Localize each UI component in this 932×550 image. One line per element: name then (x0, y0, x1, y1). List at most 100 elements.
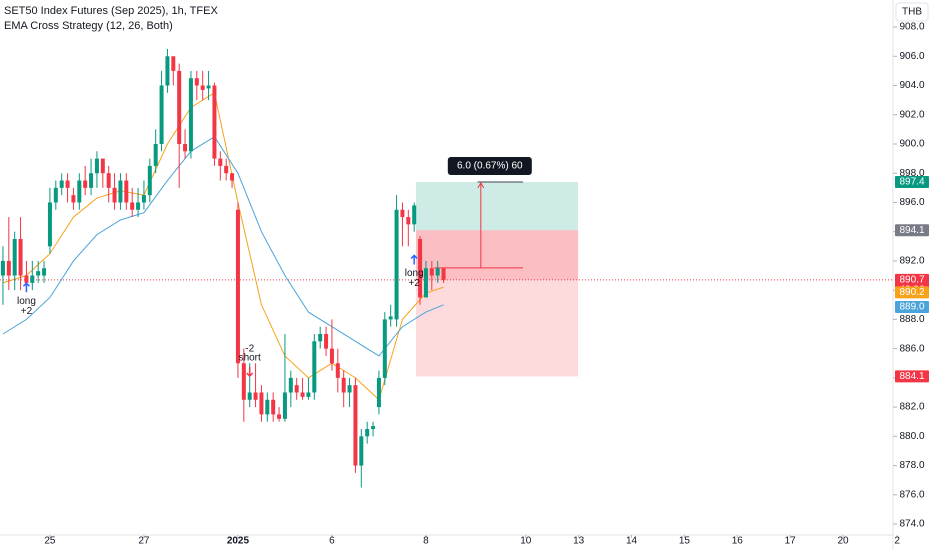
candle-body (423, 268, 428, 298)
candle-body (24, 275, 29, 283)
candle-body (265, 399, 270, 415)
signal-label: long (405, 268, 424, 279)
candle-body (300, 392, 305, 397)
entry-badge (895, 224, 929, 237)
y-tick-label: 878.0 (899, 460, 924, 471)
x-tick-label: 15 (679, 536, 691, 547)
candle-body (271, 399, 276, 415)
x-tick-label: 25 (44, 536, 56, 547)
candle-body (200, 85, 205, 90)
candle-body (400, 209, 405, 218)
candle-body (418, 238, 423, 298)
candle-body (259, 392, 264, 415)
candle-body (441, 268, 446, 280)
candle-body (18, 238, 23, 276)
candle-body (183, 143, 188, 152)
ema-slow-badge (895, 300, 929, 313)
measure-tooltip (447, 156, 532, 175)
x-tick-label: 20 (838, 536, 850, 547)
candle-body (130, 202, 135, 210)
candle-body (341, 377, 346, 393)
candle-body (324, 334, 329, 349)
x-tick-label: 8 (423, 536, 429, 547)
candle-body (224, 165, 229, 174)
currency[interactable]: THB (902, 7, 922, 18)
y-tick-label: 874.0 (899, 519, 924, 530)
candle-body (388, 316, 393, 320)
signal-label: long (17, 296, 36, 307)
candle-body (435, 268, 440, 276)
candle-body (282, 392, 287, 419)
candle-body (0, 260, 5, 276)
ema-fast-badge-label: 890.2 (899, 287, 924, 298)
y-tick-label: 896.0 (899, 197, 924, 208)
ema-fast-badge (895, 286, 929, 299)
x-tick-label: 2025 (227, 536, 250, 547)
measure-label: 6.0 (0.67%) 60 (457, 161, 523, 172)
x-tick-label: 6 (329, 536, 335, 547)
candle-body (188, 78, 193, 152)
signal-arrow (246, 367, 254, 378)
candle-body (382, 319, 387, 378)
y-tick-label: 904.0 (899, 80, 924, 91)
currency-box[interactable] (895, 2, 929, 22)
y-tick-label: 882.0 (899, 402, 924, 413)
candle-body (59, 180, 64, 188)
candle-body (83, 180, 88, 188)
x-tick-label: 13 (573, 536, 585, 547)
signal-qty: +2 (408, 278, 420, 289)
candle-body (235, 209, 240, 364)
candle-body (429, 268, 434, 276)
stop-zone (415, 279, 579, 377)
candle-body (42, 268, 47, 276)
candle-body (376, 377, 381, 408)
candle-body (159, 85, 164, 144)
candle-body (353, 385, 358, 466)
y-tick-label: 902.0 (899, 109, 924, 120)
candle-body (206, 85, 211, 89)
candle-body (147, 165, 152, 196)
x-tick-label: 27 (138, 536, 150, 547)
candle-body (318, 334, 323, 342)
candle-body (71, 195, 76, 203)
stop-badge-label: 884.1 (899, 371, 924, 382)
x-tick-label: 16 (732, 536, 744, 547)
y-tick-label: 876.0 (899, 489, 924, 500)
target-badge-label: 897.4 (899, 177, 924, 188)
candle-body (294, 385, 299, 393)
candle-body (253, 392, 258, 400)
candle-body (53, 187, 58, 203)
candle-body (194, 78, 199, 86)
stop-badge (895, 370, 929, 383)
candle-body (100, 158, 105, 174)
candle-body (212, 85, 217, 159)
candle-body (247, 392, 252, 400)
candle-body (335, 363, 340, 378)
x-tick-label: 17 (785, 536, 797, 547)
candle-body (153, 143, 158, 166)
signal-qty: +2 (21, 306, 33, 317)
y-tick-label: 906.0 (899, 51, 924, 62)
entry-badge-label: 894.1 (899, 225, 924, 236)
candle-body (288, 377, 293, 393)
candle-body (118, 180, 123, 203)
signal-qty: -2 (245, 344, 254, 355)
target-badge (895, 175, 929, 188)
candle-body (112, 187, 117, 203)
signal-label: short (239, 353, 261, 364)
y-tick-label: 892.0 (899, 256, 924, 267)
x-tick-label: 2 (894, 536, 900, 547)
ema-line (2, 135, 444, 357)
signal-arrow (22, 282, 30, 293)
candle-body (94, 158, 99, 174)
chart-subtitle: EMA Cross Strategy (12, 26, Both) (4, 20, 173, 32)
candle-body (12, 238, 17, 276)
signal-arrow (410, 254, 418, 265)
candle-body (406, 217, 411, 225)
last-price-badge-label: 890.7 (899, 275, 924, 286)
y-tick-label: 900.0 (899, 139, 924, 150)
candle-body (30, 275, 35, 283)
y-tick-label: 908.0 (899, 22, 924, 33)
